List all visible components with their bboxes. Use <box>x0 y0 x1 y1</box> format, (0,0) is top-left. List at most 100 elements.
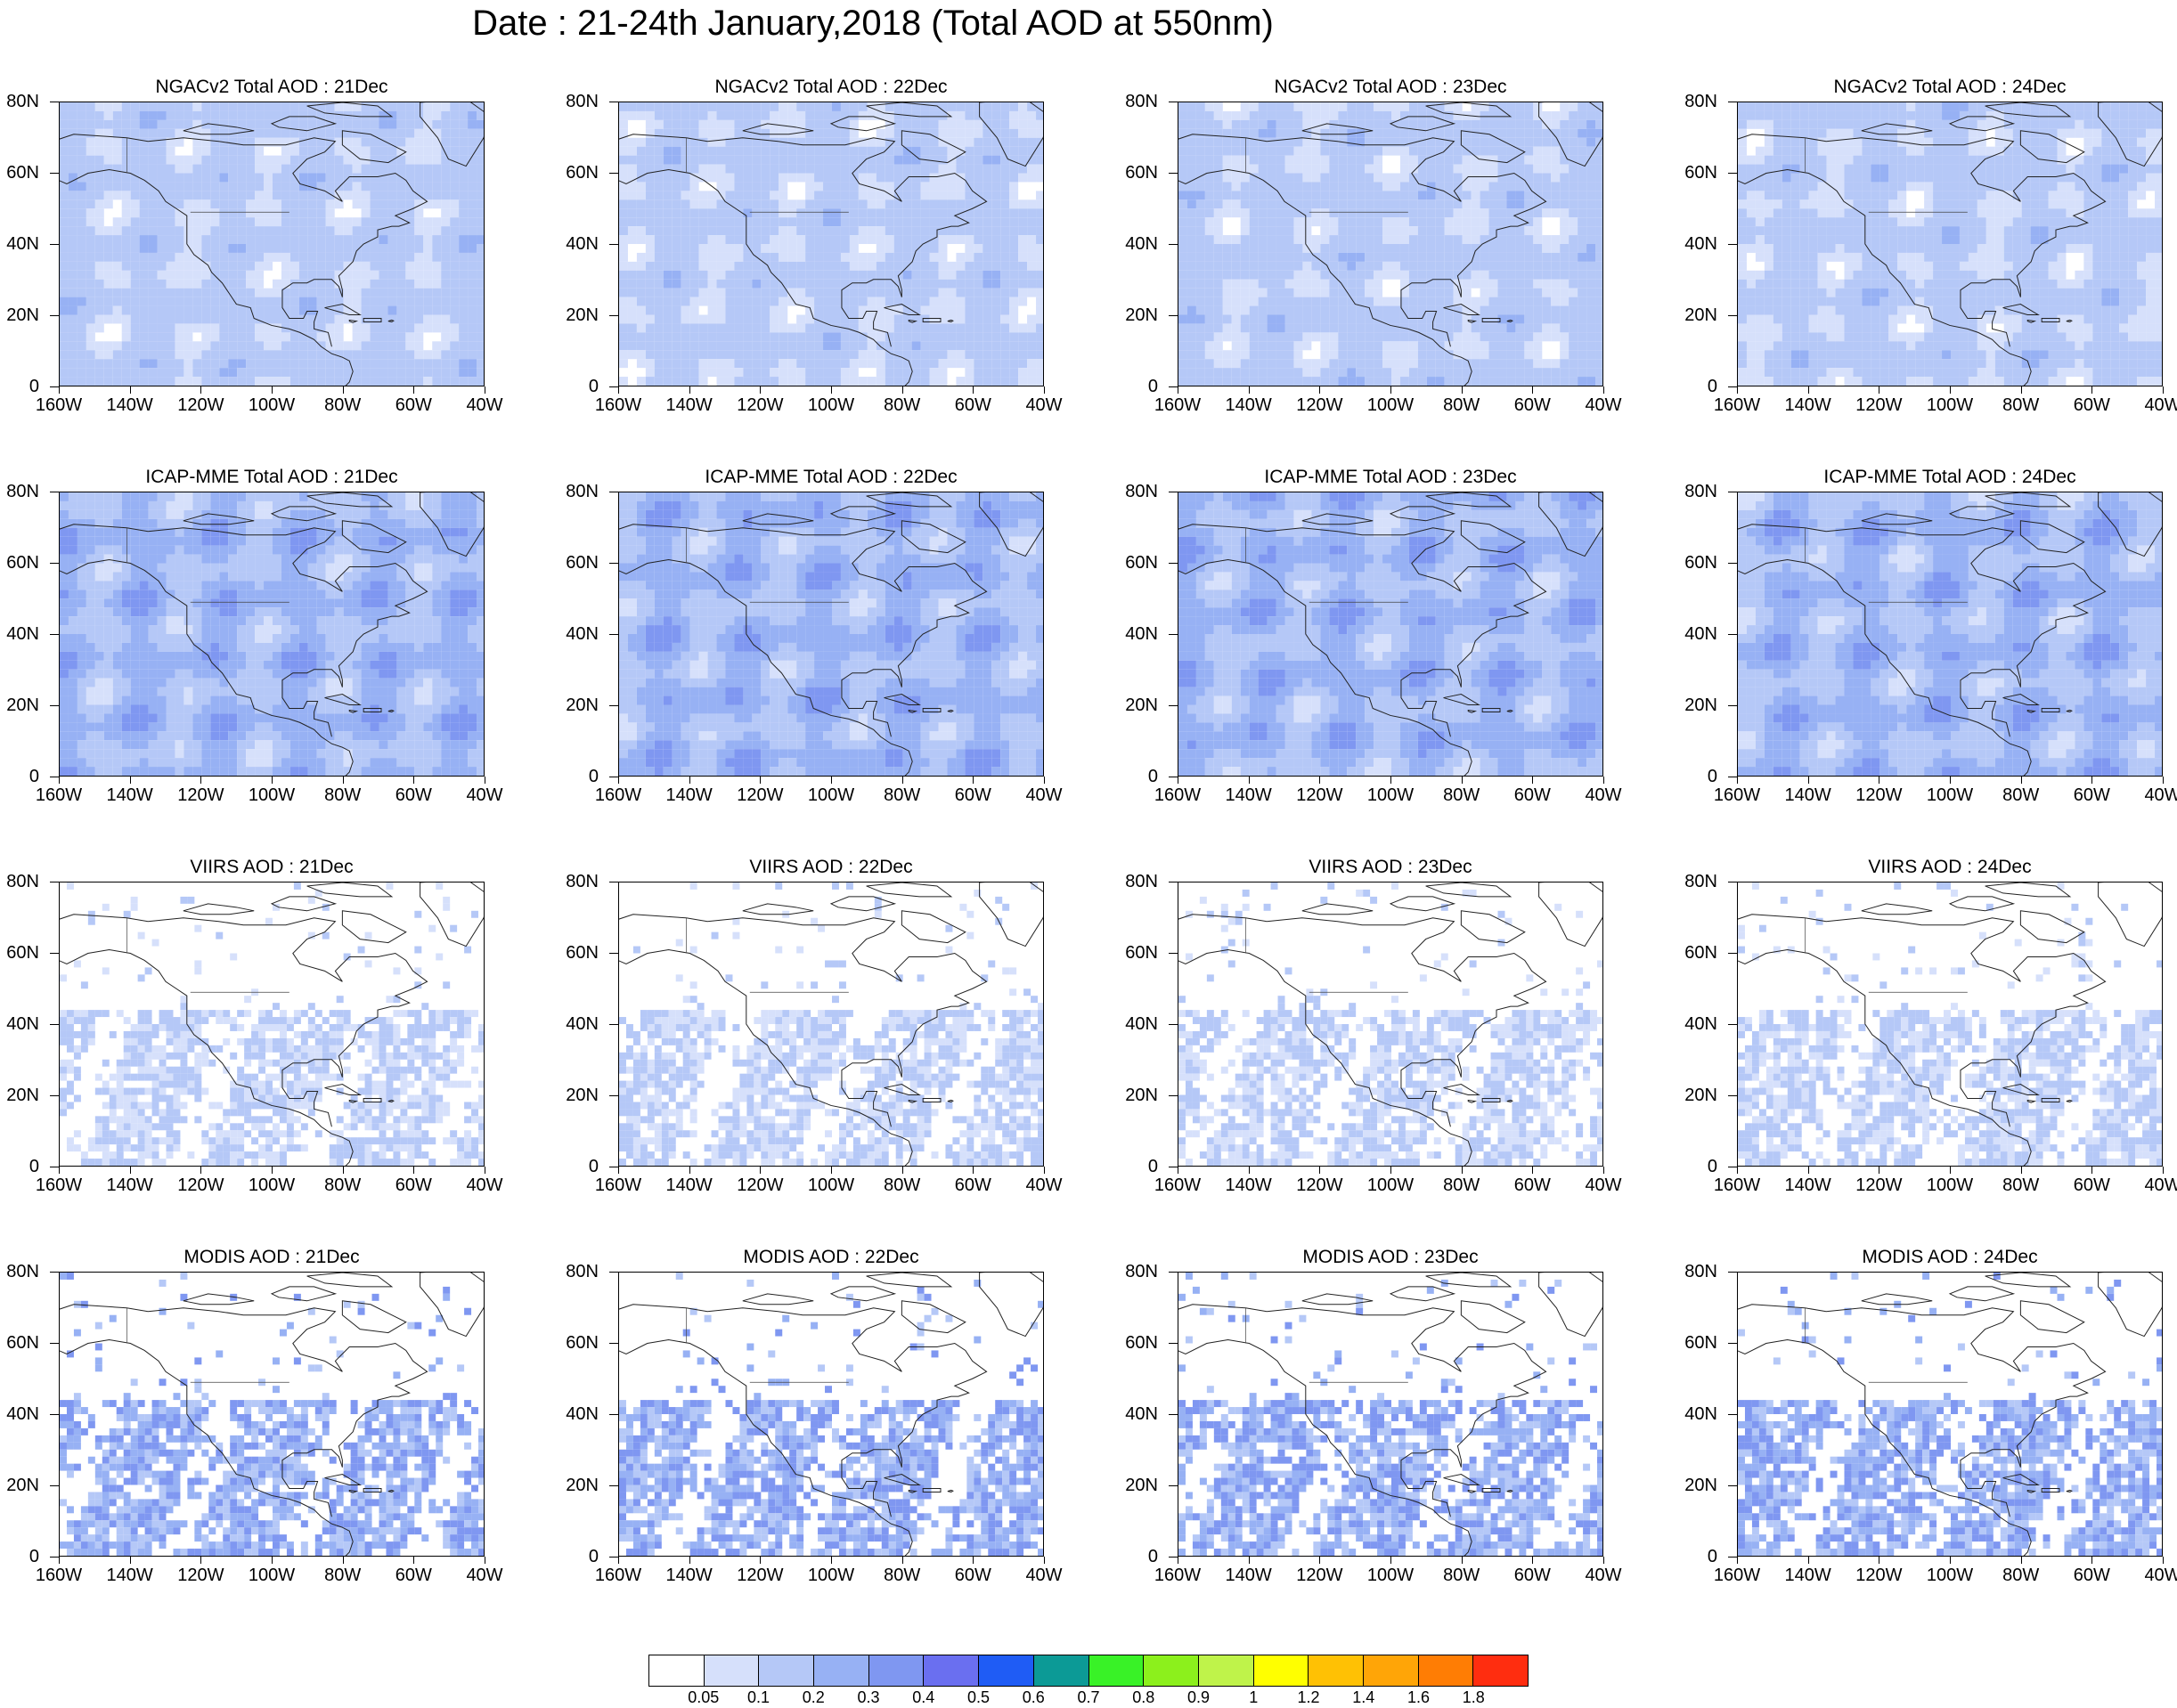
lon-tick <box>2091 777 2093 784</box>
aod-field <box>619 492 1043 776</box>
figure-title: Date : 21-24th January,2018 (Total AOD a… <box>0 2 1746 45</box>
map-canvas <box>1178 102 1602 386</box>
colorbar-label: 0.05 <box>677 1688 730 1706</box>
lon-label: 120W <box>169 785 232 805</box>
lon-tick <box>973 1167 974 1174</box>
lon-tick <box>1248 777 1250 784</box>
lat-label: 20N <box>0 1086 39 1105</box>
aod-map <box>1178 1272 1603 1557</box>
lon-tick <box>618 1167 619 1174</box>
lon-label: 120W <box>1288 1175 1350 1195</box>
lon-label: 40W <box>2132 395 2177 415</box>
lon-label: 40W <box>1572 785 1635 805</box>
lat-label: 80N <box>559 1262 599 1281</box>
aod-map <box>618 1272 1044 1557</box>
colorbar-label: 0.1 <box>732 1688 786 1706</box>
coastlines <box>619 1273 1043 1556</box>
coastlines <box>1178 102 1602 386</box>
lon-label: 80W <box>1990 785 2052 805</box>
colorbar-label: 0.4 <box>897 1688 950 1706</box>
aod-map <box>1737 882 2163 1167</box>
lon-tick <box>618 777 619 784</box>
lat-label: 0 <box>0 767 39 786</box>
country-borders <box>126 917 289 993</box>
lat-label: 20N <box>1678 305 1717 325</box>
lon-label: 60W <box>942 785 1004 805</box>
map-canvas <box>1738 1273 2162 1556</box>
lat-label: 0 <box>559 1547 599 1566</box>
panel-title: NGACv2 Total AOD : 23Dec <box>1178 77 1603 98</box>
lon-tick <box>1461 1167 1463 1174</box>
country-borders <box>1805 137 1968 213</box>
map-canvas <box>1178 882 1602 1166</box>
lat-label: 0 <box>1678 1157 1717 1176</box>
lat-label: 60N <box>0 163 39 183</box>
colorbar-swatch <box>1418 1655 1474 1686</box>
lon-tick <box>200 1167 202 1174</box>
lat-tick <box>609 1024 618 1025</box>
lon-label: 120W <box>1288 395 1350 415</box>
lat-label: 80N <box>559 92 599 111</box>
lon-tick <box>200 777 202 784</box>
country-borders <box>686 137 849 213</box>
lat-label: 40N <box>0 234 39 254</box>
lat-label: 40N <box>0 624 39 644</box>
lat-tick <box>50 1414 59 1415</box>
lon-label: 140W <box>1218 785 1280 805</box>
lon-tick <box>1532 1557 1534 1564</box>
lon-tick <box>413 777 415 784</box>
lon-label: 60W <box>942 1175 1004 1195</box>
aod-field <box>1738 882 2162 1166</box>
colorbar-label: 0.2 <box>787 1688 840 1706</box>
lon-label: 40W <box>1013 785 1075 805</box>
colorbar-swatch <box>1088 1655 1145 1686</box>
lat-label: 80N <box>559 872 599 891</box>
map-panel: VIIRS AOD : 23Dec 80N 60N 40N 20N 0 160W 140W 12… <box>1119 857 1621 1195</box>
colorbar-label: 1.8 <box>1447 1688 1500 1706</box>
lat-label: 60N <box>559 553 599 573</box>
aod-field <box>1738 102 2162 386</box>
panel-title: MODIS AOD : 23Dec <box>1178 1247 1603 1268</box>
lat-tick <box>1169 1095 1178 1096</box>
lon-label: 100W <box>800 785 862 805</box>
panel-title: ICAP-MME Total AOD : 24Dec <box>1737 467 2163 488</box>
lon-tick <box>1044 386 1045 394</box>
lat-tick <box>50 244 59 245</box>
lat-tick <box>1728 386 1737 387</box>
panel-title: MODIS AOD : 22Dec <box>618 1247 1044 1268</box>
lon-tick <box>831 777 832 784</box>
map-canvas <box>1738 882 2162 1166</box>
lat-tick <box>609 315 618 316</box>
map-canvas <box>619 492 1043 776</box>
map-panel: VIIRS AOD : 22Dec 80N 60N 40N 20N 0 160W 140W 12… <box>559 857 1062 1195</box>
lon-tick <box>1319 1167 1321 1174</box>
lat-label: 60N <box>559 1333 599 1353</box>
lon-label: 60W <box>1501 1175 1563 1195</box>
lat-tick <box>609 386 618 387</box>
lon-label: 40W <box>453 785 516 805</box>
lat-tick <box>50 386 59 387</box>
lon-tick <box>129 1167 131 1174</box>
lat-label: 20N <box>559 1476 599 1495</box>
lon-label: 100W <box>1359 785 1422 805</box>
lat-label: 60N <box>0 943 39 963</box>
aod-field <box>1178 102 1602 386</box>
lon-label: 160W <box>28 1175 90 1195</box>
lon-label: 160W <box>1146 1175 1209 1195</box>
lat-label: 20N <box>0 695 39 715</box>
lat-label: 40N <box>1119 1404 1158 1424</box>
lat-label: 60N <box>1119 163 1158 183</box>
lat-label: 40N <box>1119 624 1158 644</box>
lon-label: 120W <box>169 1175 232 1195</box>
lat-tick <box>1728 173 1737 174</box>
lon-label: 160W <box>1146 395 1209 415</box>
lon-label: 120W <box>729 395 791 415</box>
lon-label: 40W <box>1572 1175 1635 1195</box>
lon-tick <box>1461 1557 1463 1564</box>
map-panel: NGACv2 Total AOD : 22Dec 80N 60N 40N 20N 0 160… <box>559 77 1062 415</box>
lat-tick <box>1169 1024 1178 1025</box>
aod-map <box>59 1272 485 1557</box>
lat-tick <box>1728 315 1737 316</box>
coastlines <box>1178 882 1602 1166</box>
colorbar-label: 0.5 <box>952 1688 1006 1706</box>
